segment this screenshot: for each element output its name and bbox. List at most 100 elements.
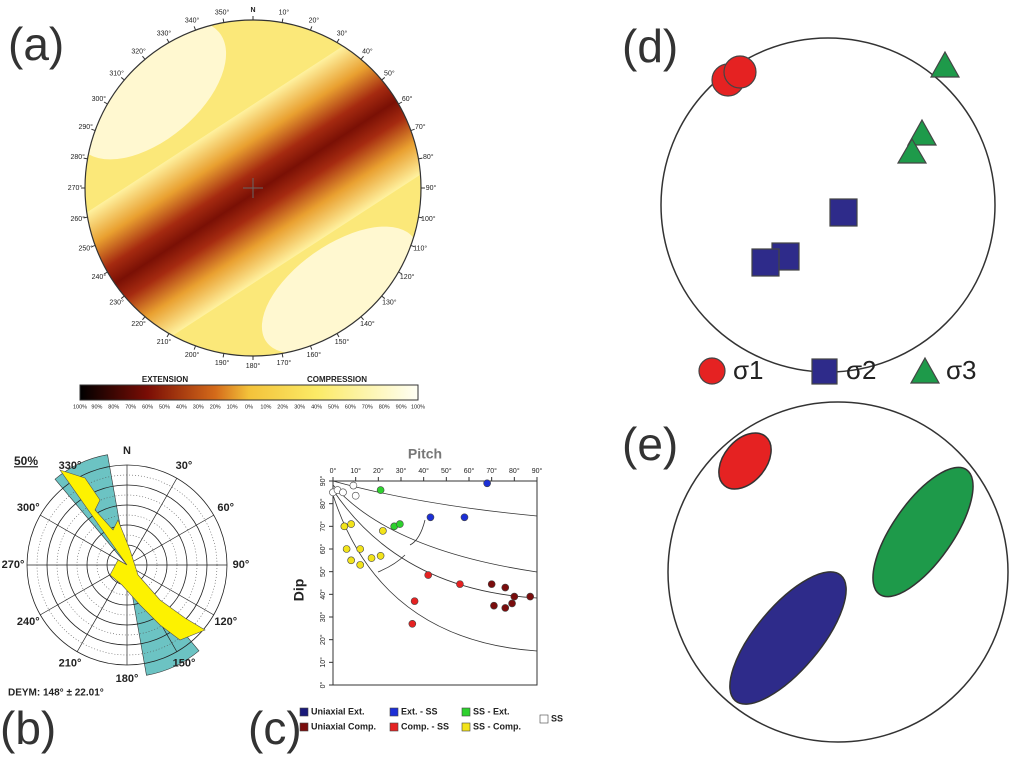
azimuth-label: 90° xyxy=(426,184,437,192)
azimuth-tick xyxy=(222,353,225,358)
azimuth-label: 70° xyxy=(415,123,426,131)
azimuth-label: 210° xyxy=(157,338,172,346)
y-tick-label: 80° xyxy=(319,498,327,509)
scale-tick-label: 20% xyxy=(277,404,288,410)
point xyxy=(349,481,358,490)
x-tick-label: 80° xyxy=(509,467,520,475)
azimuth-tick xyxy=(418,216,423,219)
scale-tick-label: 10% xyxy=(260,404,271,410)
azimuth-tick xyxy=(336,38,340,43)
azimuth-label: 280° xyxy=(70,153,85,161)
legend-sigma3: σ3 xyxy=(946,355,977,385)
panel-e xyxy=(667,401,1009,743)
scale-tick-label: 30% xyxy=(193,404,204,410)
rose-label: 330° xyxy=(59,460,82,472)
legend-swatch xyxy=(461,707,471,717)
scale-tick-label: 80% xyxy=(108,404,119,410)
azimuth-label: 20° xyxy=(309,17,320,25)
y-tick-label: 0° xyxy=(319,681,327,688)
x-tick-label: 30° xyxy=(396,467,407,475)
azimuth-label: 260° xyxy=(70,215,85,223)
rose-petals xyxy=(59,469,206,641)
scale-tick-label: 10% xyxy=(227,404,238,410)
azimuth-tick xyxy=(381,77,386,81)
azimuth-label: 120° xyxy=(400,273,415,281)
rose-label: 270° xyxy=(2,559,25,571)
azimuth-label: 230° xyxy=(109,298,124,306)
extension-label: EXTENSION xyxy=(142,375,188,384)
azimuth-label: 220° xyxy=(131,320,146,328)
panel-label: (a) xyxy=(8,18,64,70)
chart-title: Pitch xyxy=(408,446,442,462)
rose-label: 90° xyxy=(233,559,250,571)
legend-label: Ext. - SS xyxy=(401,706,438,716)
scale-tick-label: 50% xyxy=(159,404,170,410)
azimuth-label: 160° xyxy=(307,351,322,359)
stereonet-outline xyxy=(660,37,996,373)
scale-tick-label: 90% xyxy=(396,404,407,410)
legend-swatch xyxy=(299,707,309,717)
azimuth-label: 340° xyxy=(185,17,200,25)
legend-sigma1: σ1 xyxy=(733,355,764,385)
azimuth-label: 110° xyxy=(413,245,427,253)
azimuth-label: 320° xyxy=(131,47,146,55)
y-tick-label: 60° xyxy=(319,544,327,555)
azimuth-tick xyxy=(222,18,225,23)
rose-label: 210° xyxy=(59,658,82,670)
panel-b: 50% DEYM: 148° ± 22.01° xyxy=(8,454,228,699)
point xyxy=(376,486,385,494)
point xyxy=(347,556,355,565)
point xyxy=(424,571,433,579)
x-tick-label: 60° xyxy=(464,467,475,475)
azimuth-tick xyxy=(83,216,88,219)
point xyxy=(510,592,519,601)
y-tick-label: 90° xyxy=(319,476,327,487)
azimuth-tick xyxy=(398,101,403,105)
point xyxy=(490,601,498,610)
scale-tick-label: 100% xyxy=(73,404,87,410)
point xyxy=(376,551,385,560)
y-tick-label: 70° xyxy=(319,521,327,532)
x-tick-label: 40° xyxy=(418,467,429,475)
rose-label: 180° xyxy=(116,673,139,685)
azimuth-label: 40° xyxy=(362,47,373,55)
azimuth-label: 140° xyxy=(360,320,375,328)
panel-a: EXTENSION COMPRESSION xyxy=(79,19,422,401)
y-tick-label: 10° xyxy=(319,657,327,668)
scale-tick-label: 30% xyxy=(294,404,305,410)
azimuth-label: 300° xyxy=(92,95,107,103)
azimuth-label: 200° xyxy=(185,351,200,359)
legend-swatch xyxy=(299,722,309,732)
rose-caption: DEYM: 148° ± 22.01° xyxy=(8,688,104,699)
x-tick-label: 20° xyxy=(373,467,384,475)
y-axis-label: Dip xyxy=(291,579,307,602)
y-tick-label: 40° xyxy=(319,589,327,600)
y-tick-label: 20° xyxy=(319,634,327,645)
azimuth-tick xyxy=(120,77,125,81)
legend-label: SS - Ext. xyxy=(473,706,510,716)
azimuth-label: 180° xyxy=(246,362,261,370)
compression-label: COMPRESSION xyxy=(307,375,367,384)
azimuth-label: 150° xyxy=(335,338,350,346)
azimuth-tick xyxy=(309,345,313,350)
azimuth-tick xyxy=(142,55,146,60)
x-tick-label: 10° xyxy=(350,467,361,475)
panel-label: (e) xyxy=(622,418,678,470)
point xyxy=(339,488,347,497)
azimuth-label: 60° xyxy=(402,95,413,103)
azimuth-label: 250° xyxy=(78,245,93,253)
azimuth-label: 290° xyxy=(78,123,93,131)
azimuth-label: 30° xyxy=(337,30,348,38)
rose-label: 30° xyxy=(176,460,193,472)
point xyxy=(456,580,464,588)
rose-label: N xyxy=(123,445,131,457)
azimuth-tick xyxy=(103,101,108,105)
point xyxy=(410,597,419,605)
legend-label: SS - Comp. xyxy=(473,721,521,731)
scale-tick-label: 20% xyxy=(210,404,221,410)
azimuth-label: 80° xyxy=(423,153,434,161)
azimuth-tick xyxy=(281,18,284,23)
point xyxy=(501,583,510,592)
legend-swatch xyxy=(389,707,399,717)
